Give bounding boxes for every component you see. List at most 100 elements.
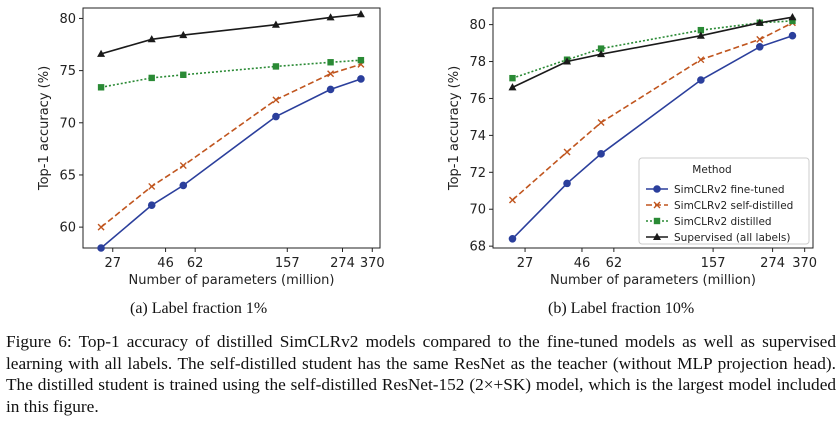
point-a-supervised-all-labels-5 bbox=[356, 10, 365, 18]
series-line-a-simclrv2-self-distilled bbox=[100, 63, 362, 228]
series-line-b-simclrv2-distilled bbox=[512, 20, 793, 79]
y-tick-label-b-72: 72 bbox=[469, 166, 486, 181]
y-tick-label-a-80: 80 bbox=[59, 12, 76, 27]
x-tick-label-b-27: 27 bbox=[517, 256, 534, 271]
point-b-supervised-all-labels-2 bbox=[597, 49, 606, 58]
x-tick-label-a-27: 27 bbox=[104, 256, 121, 271]
y-axis-label-b: Top-1 accuracy (%) bbox=[447, 66, 462, 191]
point-a-simclrv2-fine-tuned-2 bbox=[179, 181, 188, 190]
point-a-simclrv2-fine-tuned-1 bbox=[147, 201, 156, 210]
point-a-simclrv2-self-distilled-2 bbox=[179, 162, 187, 170]
x-axis-label-b: Number of parameters (million) bbox=[550, 273, 756, 288]
point-b-simclrv2-self-distilled-0 bbox=[508, 196, 516, 204]
legend-label-b-simclrv2-fine-tuned: SimCLRv2 fine-tuned bbox=[674, 184, 785, 196]
point-b-simclrv2-self-distilled-2 bbox=[597, 118, 605, 126]
point-a-simclrv2-fine-tuned-0 bbox=[97, 244, 105, 252]
y-tick-label-a-65: 65 bbox=[59, 168, 76, 183]
legend-marker-b-simclrv2-distilled bbox=[653, 217, 661, 225]
point-b-simclrv2-distilled-5 bbox=[789, 17, 796, 25]
x-tick-label-b-157: 157 bbox=[701, 256, 726, 271]
x-axis-label-a: Number of parameters (million) bbox=[128, 273, 334, 288]
point-a-supervised-all-labels-2 bbox=[179, 30, 188, 39]
x-tick-label-a-46: 46 bbox=[157, 256, 174, 271]
point-b-supervised-all-labels-3 bbox=[696, 31, 705, 39]
point-a-simclrv2-distilled-5 bbox=[357, 56, 365, 64]
series-line-a-simclrv2-fine-tuned bbox=[100, 78, 362, 249]
point-a-simclrv2-self-distilled-4 bbox=[327, 70, 335, 78]
point-b-simclrv2-distilled-0 bbox=[509, 74, 516, 82]
series-line-b-simclrv2-self-distilled bbox=[511, 22, 793, 201]
series-a-simclrv2-fine-tuned bbox=[97, 75, 365, 252]
x-tick-label-a-370: 370 bbox=[360, 256, 385, 271]
x-tick-label-b-46: 46 bbox=[574, 256, 591, 271]
legend-b: Method SimCLRv2 fine-tuned SimCLRv2 self-d… bbox=[638, 157, 810, 245]
legend-marker-b-simclrv2-self-distilled bbox=[653, 201, 661, 209]
caption-label: Figure 6: bbox=[6, 332, 72, 351]
series-line-a-supervised-all-labels bbox=[100, 13, 361, 55]
point-b-simclrv2-fine-tuned-5 bbox=[788, 31, 797, 40]
point-a-supervised-all-labels-1 bbox=[147, 35, 156, 43]
series-line-b-supervised-all-labels bbox=[512, 16, 793, 89]
series-b-simclrv2-distilled bbox=[509, 17, 796, 82]
point-a-simclrv2-distilled-1 bbox=[148, 74, 155, 82]
plot-frame-b bbox=[492, 7, 814, 249]
y-tick-label-b-74: 74 bbox=[469, 129, 486, 144]
series-a-simclrv2-distilled bbox=[97, 56, 365, 91]
y-tick-label-a-70: 70 bbox=[59, 116, 76, 131]
x-tick-label-b-370: 370 bbox=[792, 256, 817, 271]
point-b-simclrv2-fine-tuned-1 bbox=[563, 179, 571, 188]
x-tick-label-b-62: 62 bbox=[606, 256, 623, 271]
point-a-simclrv2-self-distilled-0 bbox=[97, 223, 105, 231]
y-tick-label-b-76: 76 bbox=[469, 92, 486, 107]
y-axis-label-a: Top-1 accuracy (%) bbox=[37, 66, 52, 191]
point-a-simclrv2-fine-tuned-4 bbox=[326, 85, 335, 94]
legend-title-b: Method bbox=[692, 164, 731, 176]
x-tick-label-a-62: 62 bbox=[187, 256, 204, 271]
x-tick-label-a-157: 157 bbox=[275, 256, 300, 271]
x-tick-label-a-274: 274 bbox=[330, 256, 355, 271]
point-b-simclrv2-self-distilled-4 bbox=[756, 35, 764, 43]
subcaption-b: (b) Label fraction 10% bbox=[548, 300, 695, 317]
series-a-simclrv2-self-distilled bbox=[97, 60, 365, 231]
point-b-simclrv2-self-distilled-3 bbox=[697, 56, 705, 64]
chart-b: 68 70 72 74 76 78 80 27 46 62 157 274 370 Number of p… bbox=[447, 7, 817, 288]
point-a-supervised-all-labels-4 bbox=[326, 13, 335, 21]
legend-marker-b-simclrv2-fine-tuned bbox=[653, 185, 661, 193]
point-b-simclrv2-fine-tuned-3 bbox=[697, 76, 705, 84]
point-a-simclrv2-distilled-0 bbox=[97, 84, 105, 91]
point-b-simclrv2-self-distilled-1 bbox=[563, 148, 571, 156]
point-b-supervised-all-labels-4 bbox=[755, 18, 764, 26]
series-line-b-simclrv2-fine-tuned bbox=[511, 34, 793, 240]
point-b-simclrv2-fine-tuned-4 bbox=[755, 42, 764, 51]
series-b-supervised-all-labels bbox=[508, 13, 797, 91]
caption-text: Top-1 accuracy of distilled SimCLRv2 mod… bbox=[6, 332, 836, 416]
legend-label-b-simclrv2-self-distilled: SimCLRv2 self-distilled bbox=[674, 200, 793, 212]
point-a-simclrv2-distilled-2 bbox=[180, 71, 187, 78]
y-tick-label-b-80: 80 bbox=[469, 18, 486, 33]
plot-frame-a bbox=[82, 7, 381, 249]
point-b-simclrv2-fine-tuned-0 bbox=[508, 234, 517, 243]
figure-caption: Figure 6: Top-1 accuracy of distilled Si… bbox=[6, 331, 836, 417]
legend-label-b-simclrv2-distilled: SimCLRv2 distilled bbox=[674, 216, 772, 228]
chart-a: 60 65 70 75 80 27 46 62 157 274 370 Number of param… bbox=[37, 7, 385, 288]
series-a-supervised-all-labels bbox=[97, 10, 365, 57]
point-a-supervised-all-labels-3 bbox=[271, 20, 280, 28]
point-a-supervised-all-labels-0 bbox=[97, 49, 106, 57]
point-a-simclrv2-distilled-3 bbox=[272, 63, 280, 70]
point-a-simclrv2-self-distilled-3 bbox=[272, 96, 280, 104]
point-a-simclrv2-distilled-4 bbox=[327, 59, 334, 66]
point-a-simclrv2-fine-tuned-5 bbox=[357, 75, 365, 83]
y-tick-label-a-60: 60 bbox=[59, 221, 76, 236]
point-b-supervised-all-labels-1 bbox=[563, 57, 572, 65]
point-b-supervised-all-labels-0 bbox=[508, 83, 517, 91]
y-tick-label-b-68: 68 bbox=[469, 240, 486, 255]
y-tick-label-b-78: 78 bbox=[469, 55, 486, 70]
point-b-supervised-all-labels-5 bbox=[788, 13, 797, 21]
x-tick-label-b-274: 274 bbox=[760, 256, 785, 271]
series-b-simclrv2-fine-tuned bbox=[508, 31, 797, 243]
point-b-simclrv2-distilled-3 bbox=[697, 26, 705, 34]
point-b-simclrv2-distilled-2 bbox=[597, 45, 605, 52]
legend-label-b-supervised-all-labels: Supervised (all labels) bbox=[674, 232, 791, 244]
legend-marker-b-supervised-all-labels bbox=[653, 232, 661, 240]
